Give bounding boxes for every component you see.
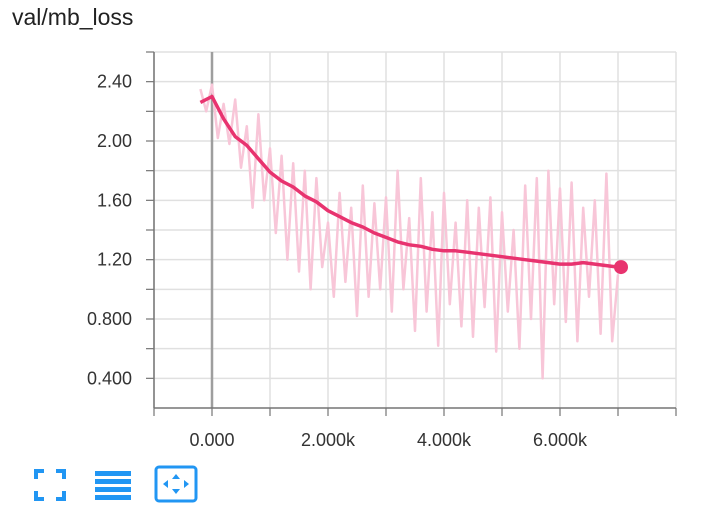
y-tick-label: 2.40	[97, 72, 132, 92]
x-tick-label: 6.000k	[533, 430, 588, 450]
y-tick-label: 2.00	[97, 131, 132, 151]
y-tick-label: 0.400	[87, 368, 132, 388]
fit-domain-icon	[154, 465, 198, 503]
y-tick-label: 1.20	[97, 250, 132, 270]
smoothed-series	[199, 94, 628, 275]
raw-line	[199, 83, 620, 380]
raw-series	[199, 83, 620, 380]
y-tick-label: 1.60	[97, 190, 132, 210]
fullscreen-button[interactable]	[30, 465, 70, 505]
y-tick-label: 0.800	[87, 309, 132, 329]
x-tick-label: 4.000k	[417, 430, 472, 450]
chart-plot: 0.400 0.800 1.20 1.60 2.00 2.40 0.000 2.000k 4.0…	[87, 51, 677, 450]
axes: 0.400 0.800 1.20 1.60 2.00 2.40 0.000 2.000k 4.0…	[87, 51, 677, 450]
fullscreen-icon	[34, 469, 66, 501]
smoothed-line	[199, 94, 619, 269]
grid	[153, 51, 677, 408]
x-tick-label: 0.000	[189, 430, 234, 450]
x-tick-label: 2.000k	[301, 430, 356, 450]
last-point-marker	[614, 260, 628, 275]
chart-title: val/mb_loss	[12, 4, 134, 30]
list-icon	[95, 471, 131, 500]
toggle-log-scale-button[interactable]	[92, 465, 132, 505]
fit-domain-button[interactable]	[154, 465, 198, 505]
